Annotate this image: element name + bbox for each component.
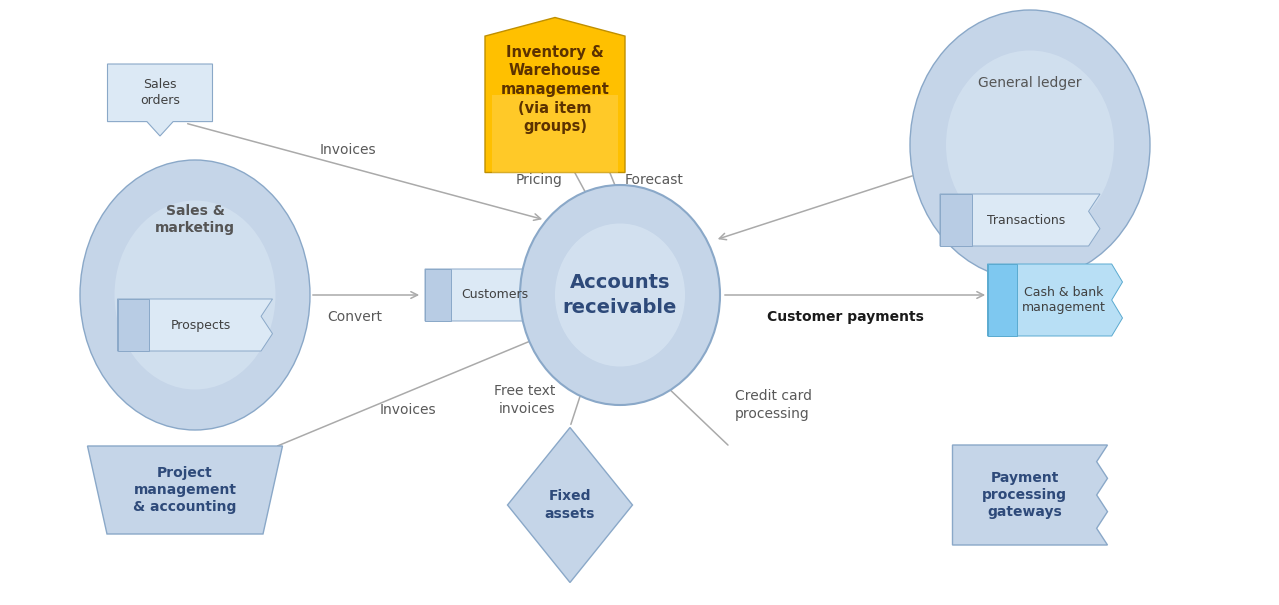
Ellipse shape (100, 183, 290, 407)
Ellipse shape (926, 27, 1134, 263)
Polygon shape (425, 269, 555, 321)
Text: Free text
invoices: Free text invoices (494, 384, 555, 416)
Ellipse shape (105, 189, 285, 401)
Text: Customers: Customers (462, 289, 528, 301)
Polygon shape (118, 299, 272, 351)
Text: Transactions: Transactions (987, 214, 1065, 226)
Ellipse shape (941, 45, 1119, 245)
Ellipse shape (521, 185, 720, 405)
Ellipse shape (921, 22, 1140, 269)
Polygon shape (508, 428, 633, 583)
Polygon shape (953, 445, 1108, 545)
Text: Sales
orders: Sales orders (141, 78, 180, 107)
Ellipse shape (946, 50, 1114, 240)
Text: Forecast: Forecast (625, 173, 684, 187)
Ellipse shape (115, 200, 275, 390)
Polygon shape (118, 299, 148, 351)
Text: Prospects: Prospects (171, 318, 231, 332)
Text: Payment
processing
gateways: Payment processing gateways (982, 471, 1067, 519)
Ellipse shape (110, 195, 280, 395)
Polygon shape (425, 269, 451, 321)
Text: Credit card
processing: Credit card processing (735, 390, 812, 420)
Text: General ledger: General ledger (978, 76, 1082, 90)
Text: Fixed
assets: Fixed assets (545, 489, 595, 521)
Ellipse shape (81, 160, 310, 430)
Ellipse shape (81, 160, 310, 430)
Ellipse shape (931, 33, 1129, 257)
Ellipse shape (84, 166, 306, 424)
Text: Project
management
& accounting: Project management & accounting (133, 466, 237, 514)
Text: Cash & bank
management: Cash & bank management (1022, 286, 1106, 315)
Polygon shape (485, 18, 625, 172)
Ellipse shape (95, 177, 295, 413)
Text: Accounts
receivable: Accounts receivable (563, 273, 677, 317)
Text: Sales &
marketing: Sales & marketing (155, 204, 235, 235)
Ellipse shape (909, 10, 1150, 280)
Polygon shape (940, 194, 1100, 246)
Ellipse shape (555, 223, 686, 367)
Text: Invoices: Invoices (320, 143, 376, 157)
Polygon shape (987, 264, 1017, 336)
Text: Customer payments: Customer payments (766, 310, 923, 324)
Polygon shape (987, 264, 1123, 336)
Ellipse shape (909, 10, 1150, 280)
Ellipse shape (115, 200, 275, 390)
Text: Convert: Convert (327, 310, 382, 324)
Polygon shape (107, 64, 212, 136)
Polygon shape (87, 446, 283, 534)
Polygon shape (940, 194, 972, 246)
Ellipse shape (946, 50, 1114, 240)
Ellipse shape (916, 16, 1145, 274)
Text: Invoices: Invoices (380, 403, 436, 417)
Text: Inventory &
Warehouse
management
(via item
groups): Inventory & Warehouse management (via it… (500, 45, 609, 134)
Text: Pricing: Pricing (515, 173, 561, 187)
Ellipse shape (936, 39, 1124, 251)
Polygon shape (492, 95, 618, 172)
Ellipse shape (90, 172, 301, 419)
